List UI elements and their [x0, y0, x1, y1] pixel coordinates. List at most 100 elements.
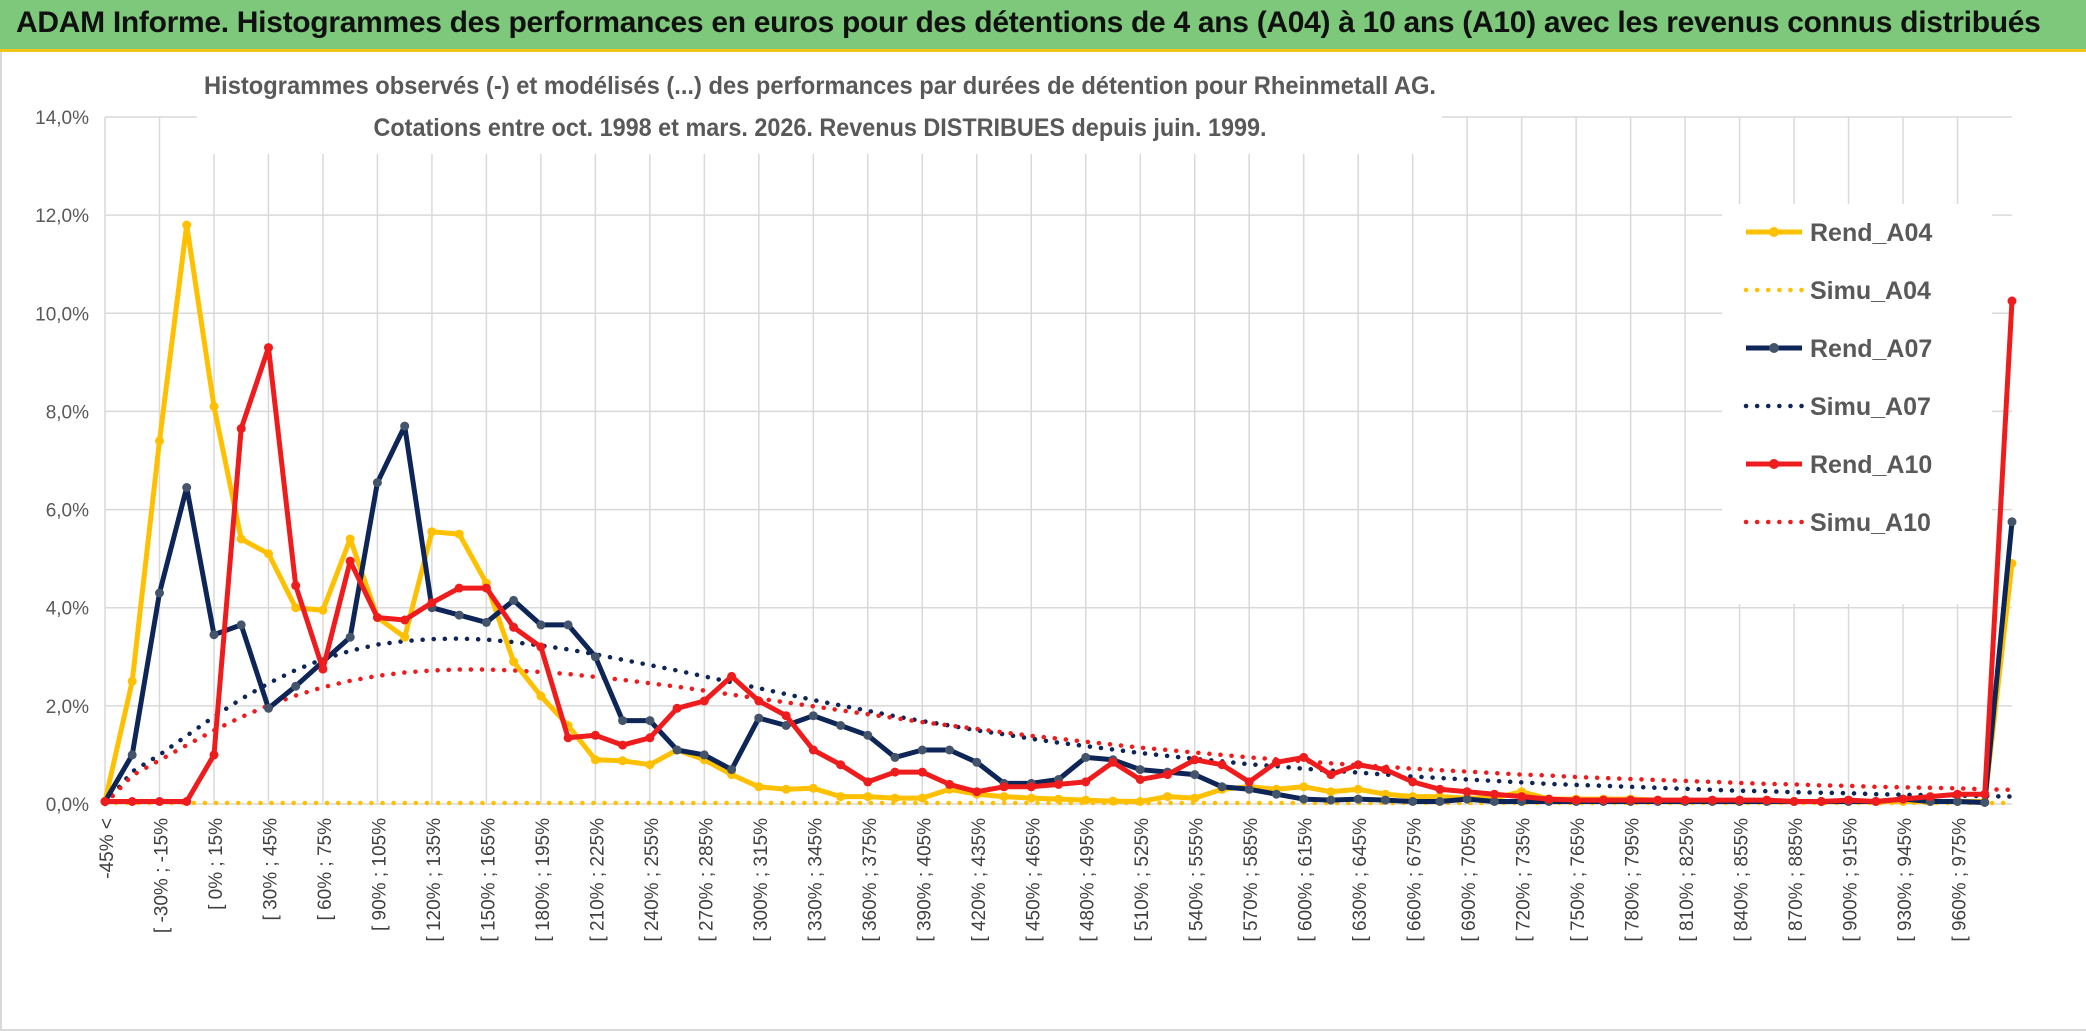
- data-point-rend-a07: [1408, 797, 1418, 806]
- data-point-rend-a10: [590, 730, 600, 740]
- data-point-rend-a07: [155, 588, 164, 598]
- data-point-rend-a04: [890, 793, 900, 803]
- data-point-rend-a10: [1380, 765, 1390, 775]
- data-point-rend-a10: [1762, 795, 1772, 805]
- series-group: [100, 220, 2017, 807]
- x-tick-label: [ 330% ; 345%: [805, 818, 826, 942]
- data-point-rend-a04: [1326, 787, 1336, 797]
- data-point-rend-a10: [236, 424, 246, 434]
- data-point-rend-a04: [1054, 794, 1063, 804]
- chart-title: Histogrammes observés (-) et modélisés (…: [197, 58, 1442, 154]
- data-point-rend-a07: [1462, 794, 1472, 804]
- x-tick-label: [ 900% ; 915%: [1841, 818, 1862, 942]
- data-point-rend-a10: [1190, 755, 1200, 765]
- legend-marker-rend-a04: [1769, 227, 1779, 237]
- data-point-rend-a10: [454, 583, 464, 593]
- data-point-rend-a04: [509, 657, 519, 667]
- legend-marker-rend-a07: [1769, 343, 1779, 353]
- legend-background: [1722, 204, 1992, 604]
- y-tick-label: 4,0%: [46, 599, 89, 620]
- title-background: [197, 58, 1442, 154]
- data-point-rend-a04: [1299, 782, 1309, 792]
- x-axis: -45% < [ -30% ; -15% [ 0% ; 15% [ 30% ; 45%…: [97, 818, 1971, 942]
- data-point-rend-a10: [836, 760, 846, 770]
- data-point-rend-a07: [781, 721, 791, 730]
- data-point-rend-a10: [972, 787, 982, 797]
- data-point-rend-a07: [808, 711, 818, 721]
- y-tick-label: 2,0%: [46, 697, 89, 718]
- data-point-rend-a10: [1544, 794, 1554, 804]
- y-tick-label: 10,0%: [35, 304, 89, 325]
- x-tick-label: [ 480% ; 495%: [1078, 818, 1099, 942]
- data-point-rend-a10: [863, 777, 873, 787]
- data-point-rend-a10: [372, 613, 382, 622]
- x-tick-label: [ 0% ; 15%: [206, 818, 227, 910]
- data-point-rend-a10: [672, 703, 682, 713]
- data-point-rend-a07: [563, 620, 573, 630]
- x-tick-label: [ 300% ; 315%: [751, 818, 772, 942]
- data-point-rend-a04: [209, 402, 219, 411]
- chart-title-line2: Cotations entre oct. 1998 et mars. 2026.…: [374, 114, 1267, 142]
- data-point-rend-a10: [1953, 789, 1962, 799]
- data-point-rend-a07: [1489, 797, 1499, 806]
- data-point-rend-a04: [1135, 797, 1145, 806]
- data-point-rend-a10: [699, 696, 709, 706]
- x-tick-label: [ 60% ; 75%: [315, 818, 336, 921]
- data-point-rend-a10: [1163, 770, 1172, 780]
- legend-label-rend-a07: Rend_A07: [1810, 335, 1932, 363]
- data-point-rend-a07: [2007, 517, 2017, 527]
- y-tick-label: 12,0%: [35, 206, 89, 227]
- grid-lines: [104, 116, 2012, 805]
- data-point-rend-a10: [1980, 789, 1990, 799]
- x-tick-label: [ 210% ; 225%: [587, 818, 608, 942]
- data-point-rend-a07: [372, 478, 382, 488]
- data-point-rend-a10: [2007, 296, 2017, 306]
- data-point-rend-a10: [1925, 792, 1935, 802]
- data-point-rend-a10: [1408, 777, 1418, 787]
- report-header: ADAM Informe. Histogrammes des performan…: [0, 0, 2086, 52]
- data-point-rend-a10: [1626, 795, 1636, 805]
- data-point-rend-a10: [1271, 757, 1281, 767]
- data-point-rend-a04: [155, 436, 164, 446]
- data-point-rend-a07: [264, 703, 273, 713]
- x-tick-label: [ 930% ; 945%: [1895, 818, 1916, 942]
- x-tick-label: [ 780% ; 795%: [1623, 818, 1644, 942]
- data-point-rend-a07: [863, 730, 873, 740]
- data-point-rend-a07: [1299, 794, 1309, 804]
- data-point-rend-a04: [1353, 784, 1363, 794]
- data-point-rend-a04: [264, 549, 273, 559]
- data-point-rend-a10: [1598, 795, 1608, 805]
- data-point-rend-a04: [754, 782, 764, 792]
- data-point-rend-a10: [1571, 795, 1581, 805]
- data-point-rend-a07: [699, 750, 709, 760]
- data-point-rend-a04: [1081, 795, 1091, 805]
- data-point-rend-a07: [1953, 797, 1962, 806]
- data-point-rend-a07: [836, 721, 846, 730]
- x-tick-label: [ 90% ; 105%: [369, 818, 390, 931]
- data-point-rend-a04: [618, 756, 628, 766]
- x-tick-label: [ 30% ; 45%: [260, 818, 281, 921]
- data-point-rend-a10: [1326, 770, 1336, 780]
- data-point-rend-a04: [454, 529, 464, 539]
- data-point-rend-a04: [590, 755, 600, 765]
- legend-marker-rend-a10: [1769, 459, 1779, 469]
- data-point-rend-a10: [1517, 792, 1527, 802]
- data-point-rend-a04: [236, 534, 246, 544]
- data-point-rend-a10: [509, 622, 519, 632]
- data-point-rend-a10: [945, 779, 954, 789]
- data-point-rend-a04: [1190, 793, 1200, 803]
- data-point-rend-a07: [672, 745, 682, 755]
- data-point-rend-a07: [291, 681, 301, 691]
- data-point-rend-a10: [1244, 777, 1254, 787]
- x-tick-label: [ 690% ; 705%: [1459, 818, 1480, 942]
- data-point-rend-a07: [454, 610, 464, 620]
- data-point-rend-a10: [917, 767, 927, 777]
- data-point-rend-a07: [209, 630, 219, 640]
- data-point-rend-a10: [563, 733, 573, 743]
- data-point-rend-a07: [945, 745, 954, 755]
- data-point-rend-a04: [863, 792, 873, 802]
- data-point-rend-a10: [727, 671, 737, 681]
- data-point-rend-a04: [836, 792, 846, 802]
- data-point-rend-a04: [182, 220, 192, 230]
- data-point-rend-a10: [400, 615, 410, 625]
